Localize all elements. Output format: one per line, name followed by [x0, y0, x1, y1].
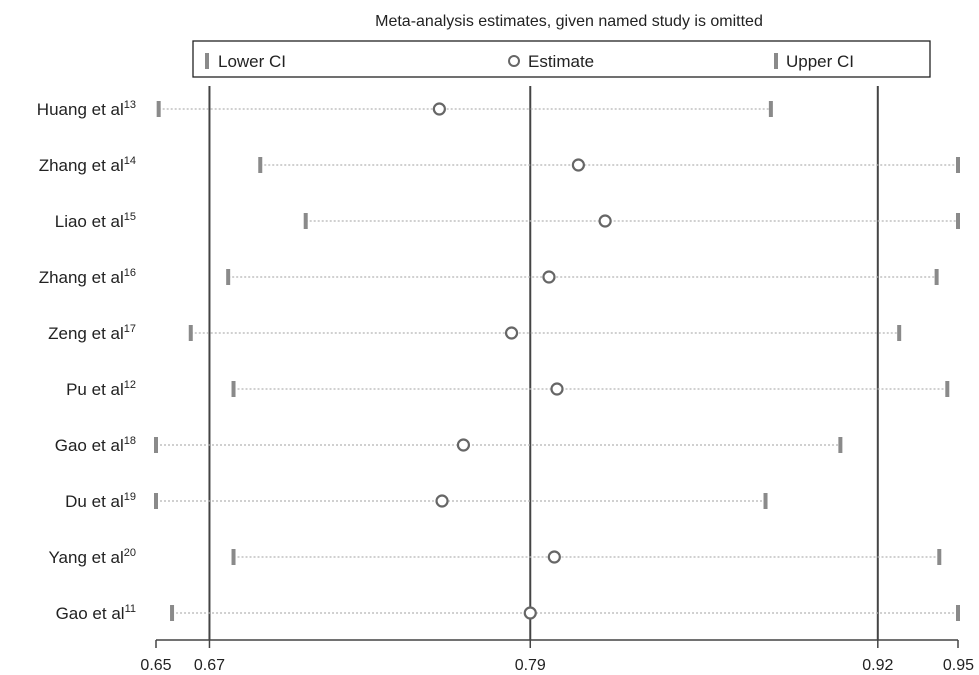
legend: Lower CI Estimate Upper CI: [192, 40, 931, 78]
study-row: Liao et al15: [55, 211, 960, 231]
legend-box: [192, 40, 931, 78]
study-row: Pu et al12: [66, 379, 950, 399]
study-row: Zeng et al17: [48, 323, 902, 343]
lower-ci-marker: [226, 269, 231, 285]
estimate-marker: [432, 102, 446, 116]
lower-ci-marker: [231, 549, 236, 565]
lower-ci-marker: [188, 325, 193, 341]
reference-lines: [208, 86, 879, 640]
x-tick-label: 0.95: [943, 657, 974, 674]
study-label: Zeng et al17: [48, 323, 136, 343]
upper-ci-marker: [956, 213, 960, 229]
upper-ci-marker: [763, 493, 768, 509]
lower-ci-marker: [303, 213, 308, 229]
legend-lower-ci-marker: [205, 53, 209, 69]
lower-ci-marker: [154, 493, 158, 509]
x-tick-label: 0.65: [140, 657, 171, 674]
upper-ci-marker: [956, 157, 960, 173]
chart-title: Meta-analysis estimates, given named stu…: [375, 13, 763, 30]
estimate-marker: [456, 438, 471, 452]
estimate-marker: [435, 494, 449, 508]
upper-ci-marker: [934, 269, 939, 285]
upper-ci-marker: [945, 381, 950, 397]
x-axis: 0.65 0.67 0.79 0.92 0.95: [140, 639, 974, 674]
upper-ci-marker: [956, 605, 960, 621]
estimate-marker: [504, 326, 519, 340]
estimate-marker: [542, 270, 556, 284]
study-row: Zhang et al16: [39, 267, 939, 287]
study-row: Yang et al20: [48, 547, 942, 567]
estimate-marker: [550, 382, 564, 396]
study-row: Du et al19: [65, 491, 768, 511]
lower-ci-marker: [258, 157, 263, 173]
lower-ci-marker: [154, 437, 158, 453]
study-label: Liao et al15: [55, 211, 136, 231]
study-label: Yang et al20: [48, 547, 136, 567]
upper-ci-marker: [838, 437, 843, 453]
legend-estimate-label: Estimate: [528, 52, 594, 71]
study-row: Gao et al11: [56, 603, 960, 623]
estimate-marker: [598, 214, 612, 228]
estimate-marker: [523, 606, 537, 620]
x-tick-label: 0.79: [515, 657, 546, 674]
estimate-marker: [547, 550, 561, 564]
study-row: Huang et al13: [37, 99, 773, 119]
legend-lower-ci-label: Lower CI: [218, 52, 286, 71]
legend-upper-ci-label: Upper CI: [786, 52, 854, 71]
study-label: Pu et al12: [66, 379, 136, 399]
study-label: Zhang et al16: [39, 267, 136, 287]
study-row: Gao et al18: [55, 435, 843, 455]
x-tick-label: 0.67: [194, 657, 225, 674]
study-label: Gao et al18: [55, 435, 136, 455]
study-label: Huang et al13: [37, 99, 136, 119]
legend-estimate-marker: [508, 55, 520, 67]
study-label: Zhang et al14: [39, 155, 136, 175]
study-label: Gao et al11: [56, 603, 136, 623]
upper-ci-marker: [768, 101, 773, 117]
lower-ci-marker: [231, 381, 236, 397]
x-tick-label: 0.92: [862, 657, 893, 674]
study-label: Du et al19: [65, 491, 136, 511]
study-rows: Huang et al13 Zhang et al14 Liao et al15 Zh…: [37, 99, 960, 623]
upper-ci-marker: [937, 549, 942, 565]
lower-ci-marker: [170, 605, 175, 621]
upper-ci-marker: [897, 325, 902, 341]
study-row: Zhang et al14: [39, 155, 960, 175]
estimate-marker: [571, 158, 585, 172]
legend-upper-ci-marker: [774, 53, 778, 69]
lower-ci-marker: [156, 101, 161, 117]
